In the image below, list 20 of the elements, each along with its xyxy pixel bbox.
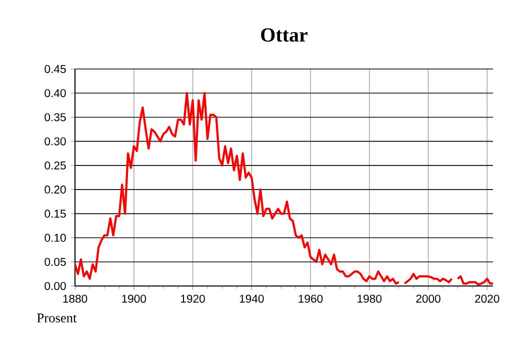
x-tick-label: 2020 — [475, 294, 500, 303]
x-tick-label: 1980 — [358, 294, 382, 303]
y-tick-label: 0.45 — [44, 64, 66, 74]
y-tick-label: 0.00 — [44, 282, 66, 290]
y-tick-label: 0.25 — [44, 161, 66, 170]
y-tick-label: 0.30 — [44, 137, 66, 146]
y-tick-label: 0.10 — [44, 234, 66, 242]
x-tick-label: 1900 — [122, 294, 146, 303]
y-tick-label: 0.35 — [44, 113, 66, 122]
chart-title: Ottar — [261, 28, 308, 42]
x-tick-label: 1940 — [240, 294, 264, 303]
y-tick-label: 0.20 — [44, 186, 66, 194]
x-tick-label: 1880 — [63, 294, 88, 303]
y-axis-title: Prosent — [37, 314, 77, 322]
y-tick-label: 0.15 — [44, 210, 66, 218]
x-tick-label: 1920 — [181, 294, 205, 303]
x-tick-label: 2000 — [416, 294, 440, 303]
y-tick-label: 0.40 — [44, 89, 66, 98]
x-tick-label: 1960 — [298, 294, 323, 303]
y-tick-label: 0.05 — [44, 258, 66, 266]
